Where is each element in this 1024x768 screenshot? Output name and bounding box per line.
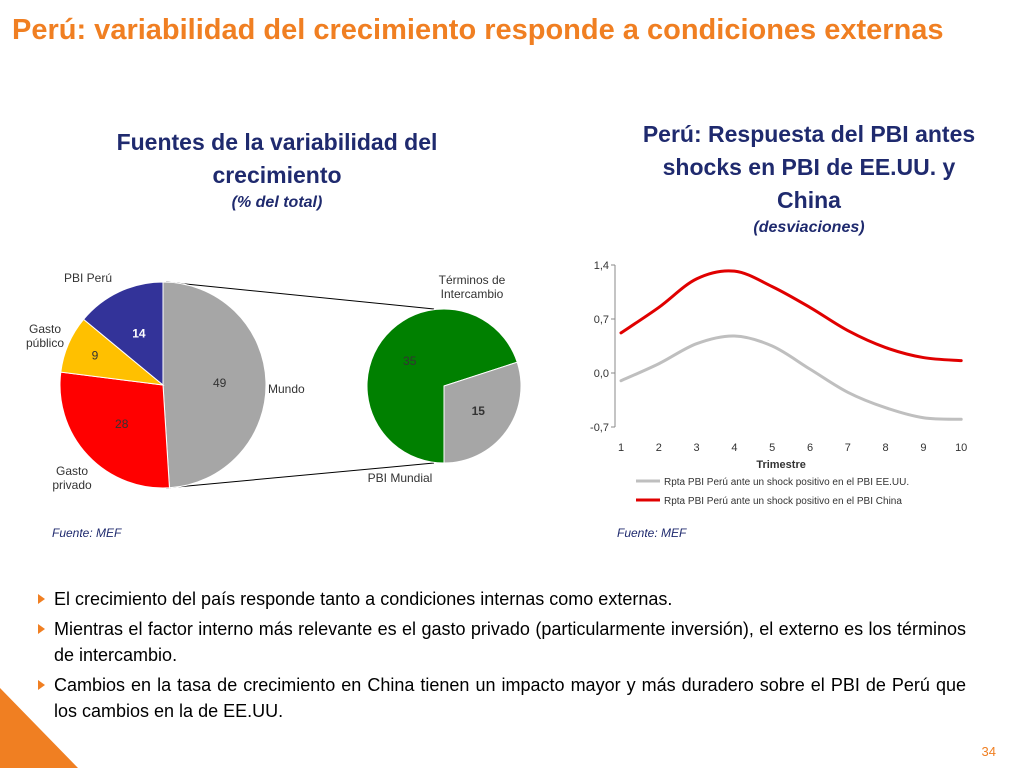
- left-panel-subtitle: (% del total): [231, 194, 323, 211]
- series-line-us-shock: [619, 334, 963, 421]
- series-line-china-shock: [619, 269, 963, 363]
- bullet-list: El crecimiento del país responde tanto a…: [36, 586, 966, 728]
- shock-response-line-chart: 1,4 0,7 0,0 -0,7 1 2 3 4 5 6 7 8 9 10 Trimestre Rpta PB…: [590, 260, 967, 507]
- x-tick-label: 2: [656, 442, 662, 454]
- slide-title: Perú: variabilidad del crecimiento respo…: [12, 14, 944, 46]
- pie-slice-gasto-privado: [59, 371, 170, 489]
- left-panel-source: Fuente: MEF: [52, 526, 122, 540]
- triangle-bullet-icon: [38, 594, 45, 604]
- bullet-text: Cambios en la tasa de crecimiento en Chi…: [54, 675, 966, 721]
- pie-value-pbi-mundial: 15: [472, 404, 486, 418]
- x-tick-label: 7: [845, 442, 851, 454]
- pie-value-terminos-de-intercambio: 35: [403, 354, 417, 368]
- bullet-text: El crecimiento del país responde tanto a…: [54, 589, 673, 609]
- x-tick-label: 8: [883, 442, 889, 454]
- triangle-bullet-icon: [38, 680, 45, 690]
- y-tick-label: -0,7: [590, 422, 609, 434]
- pie-value-gasto-publico: 9: [92, 349, 99, 363]
- right-panel-subtitle: (desviaciones): [753, 219, 865, 236]
- left-panel-title-text: Fuentes de la variabilidad del crecimien…: [116, 129, 438, 188]
- pie-label-gasto-publico: Gasto público: [26, 322, 64, 350]
- pie-label-terminos-de-intercambio: Términos de Intercambio: [439, 273, 506, 301]
- triangle-bullet-icon: [38, 624, 45, 634]
- x-tick-label: 6: [807, 442, 813, 454]
- pie-label-mundo: Mundo: [268, 382, 305, 396]
- pie-label-pbi-peru: PBI Perú: [64, 271, 112, 285]
- pie-slice-terminos-de-intercambio: [366, 308, 518, 464]
- left-panel-title: Fuentes de la variabilidad del crecimien…: [92, 126, 462, 214]
- right-panel-title: Perú: Respuesta del PBI antes shocks en …: [628, 118, 990, 239]
- page-number: 34: [981, 744, 996, 759]
- y-tick-label: 0,0: [594, 368, 609, 380]
- bullet-item: El crecimiento del país responde tanto a…: [36, 586, 966, 612]
- bullet-text: Mientras el factor interno más relevante…: [54, 619, 966, 665]
- x-tick-label: 5: [769, 442, 775, 454]
- y-tick-label: 1,4: [594, 260, 609, 272]
- pie-connector-top: [165, 281, 435, 310]
- x-tick-label: 1: [618, 442, 624, 454]
- x-tick-label: 3: [694, 442, 700, 454]
- x-axis-label: Trimestre: [756, 459, 806, 471]
- x-tick-label: 9: [920, 442, 926, 454]
- legend-label-china-shock: Rpta PBI Perú ante un shock positivo en …: [664, 496, 902, 507]
- legend-label-us-shock: Rpta PBI Perú ante un shock positivo en …: [664, 477, 909, 488]
- y-tick-label: 0,7: [594, 314, 609, 326]
- variability-pie-chart: 49 28 9 14 Mundo Gasto privado Gasto público PBI …: [26, 271, 522, 492]
- pie-slice-pbi-peru: [82, 281, 164, 387]
- bullet-item: Mientras el factor interno más relevante…: [36, 616, 966, 668]
- right-panel-title-text: Perú: Respuesta del PBI antes shocks en …: [642, 121, 976, 213]
- pie-connector-bottom: [165, 462, 435, 489]
- pie-value-pbi-peru: 14: [132, 327, 146, 341]
- x-tick-label: 4: [731, 442, 737, 454]
- bullet-item: Cambios en la tasa de crecimiento en Chi…: [36, 672, 966, 724]
- pie-value-mundo: 49: [213, 376, 227, 390]
- pie-value-gasto-privado: 28: [115, 417, 129, 431]
- pie-label-gasto-privado: Gasto privado: [52, 464, 92, 492]
- right-panel-source: Fuente: MEF: [617, 526, 687, 540]
- pie-slice-mundo: [162, 281, 267, 489]
- x-tick-label: 10: [955, 442, 967, 454]
- pie-label-pbi-mundial: PBI Mundial: [368, 471, 433, 485]
- corner-accent-shape: [0, 688, 78, 768]
- pie-slice-pbi-mundial: [443, 361, 522, 464]
